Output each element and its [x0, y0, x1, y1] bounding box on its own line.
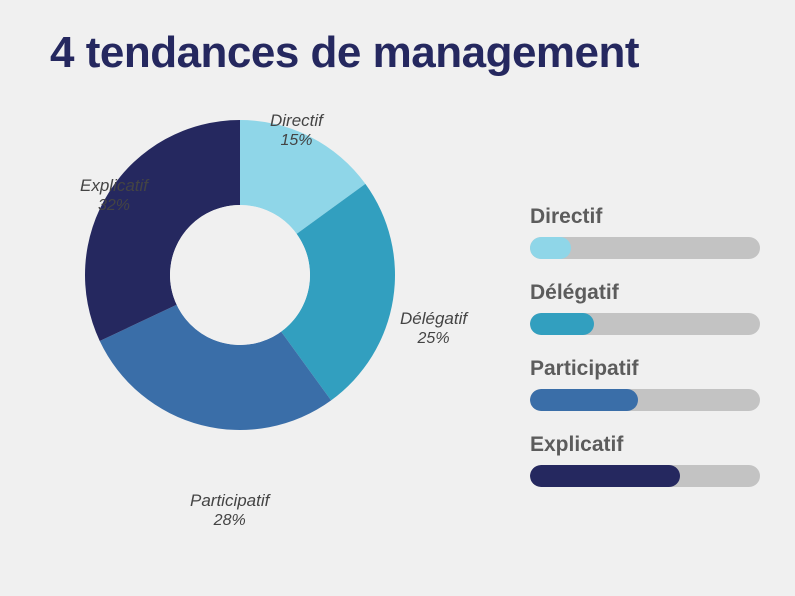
slice-pct: 15% [270, 131, 323, 151]
bar-directif: Directif [530, 205, 760, 259]
slice-label-explicatif: Explicatif 32% [80, 175, 148, 216]
bar-explicatif: Explicatif [530, 433, 760, 487]
donut-svg [85, 120, 395, 430]
bars-panel: Directif Délégatif Participatif Explicat… [530, 205, 760, 509]
bar-fill [530, 389, 638, 411]
donut-hole [170, 205, 310, 345]
donut-chart [85, 120, 395, 430]
bar-fill [530, 237, 571, 259]
bar-track [530, 237, 760, 259]
bar-participatif: Participatif [530, 357, 760, 411]
slice-pct: 28% [190, 511, 269, 531]
slice-name: Participatif [190, 490, 269, 511]
slice-pct: 32% [80, 196, 148, 216]
slice-name: Délégatif [400, 308, 467, 329]
bar-track [530, 313, 760, 335]
bar-track [530, 389, 760, 411]
slice-name: Explicatif [80, 175, 148, 196]
slice-label-delegatif: Délégatif 25% [400, 308, 467, 349]
bar-fill [530, 313, 594, 335]
slice-label-directif: Directif 15% [270, 110, 323, 151]
bar-title: Explicatif [530, 433, 760, 457]
bar-delegatif: Délégatif [530, 281, 760, 335]
bar-title: Participatif [530, 357, 760, 381]
bar-fill [530, 465, 680, 487]
slice-pct: 25% [400, 329, 467, 349]
bar-title: Directif [530, 205, 760, 229]
slice-name: Directif [270, 110, 323, 131]
slice-label-participatif: Participatif 28% [190, 490, 269, 531]
page-title: 4 tendances de management [50, 28, 639, 78]
bar-title: Délégatif [530, 281, 760, 305]
bar-track [530, 465, 760, 487]
